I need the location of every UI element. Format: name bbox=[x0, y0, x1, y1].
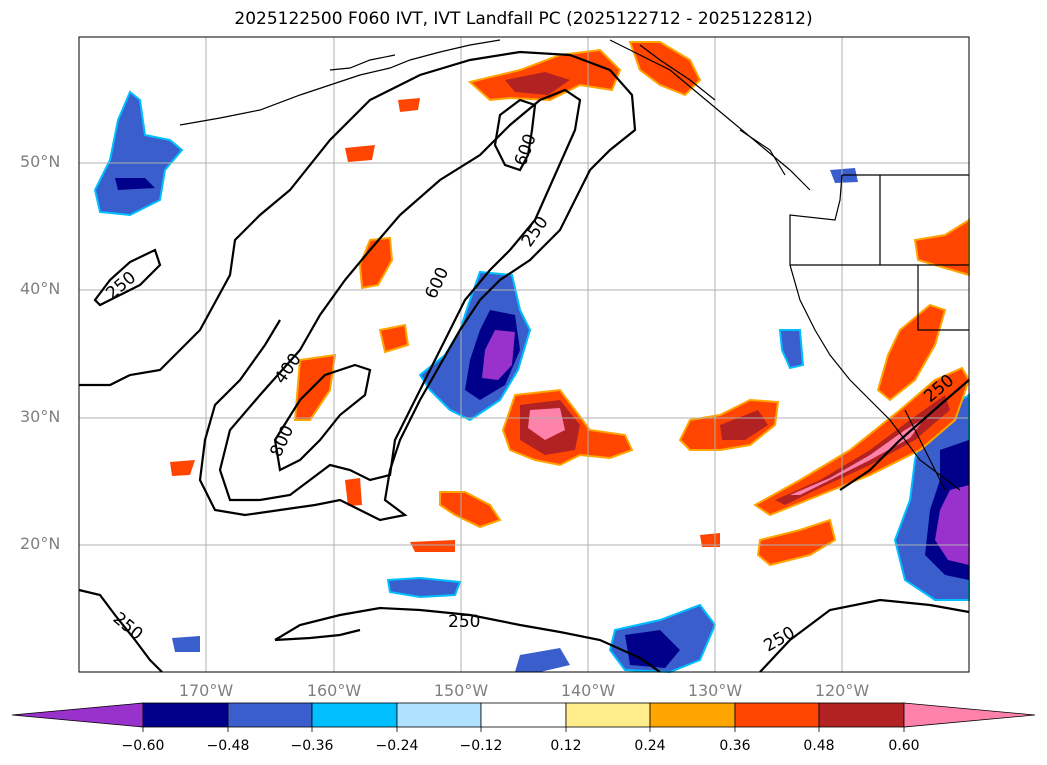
colorbar-bin bbox=[480, 702, 567, 728]
colorbar-tick-label: 0.24 bbox=[634, 738, 666, 754]
contour-600-south bbox=[273, 363, 372, 472]
contour-600-north bbox=[493, 98, 537, 172]
contour-250-se bbox=[759, 598, 970, 673]
contour-400 bbox=[218, 88, 582, 502]
colorbar-right-extend bbox=[903, 702, 1036, 728]
ivt-contours bbox=[78, 50, 970, 673]
colorbar-tick-label: 0.36 bbox=[719, 738, 751, 754]
colorbar-tick-label: −0.48 bbox=[206, 738, 250, 754]
colorbar-left-extend bbox=[11, 702, 144, 728]
contour-250-south bbox=[274, 606, 661, 673]
lon-label-140w: 140°W bbox=[560, 681, 616, 700]
lon-label-120w: 120°W bbox=[814, 681, 870, 700]
colorbar-tick-label: −0.60 bbox=[121, 738, 165, 754]
map-title: 2025122500 F060 IVT, IVT Landfall PC (20… bbox=[234, 9, 813, 29]
lat-label-40n: 40°N bbox=[20, 279, 61, 298]
lon-label-150w: 150°W bbox=[433, 681, 489, 700]
lon-label-130w: 130°W bbox=[687, 681, 743, 700]
colorbar-bin bbox=[565, 702, 651, 728]
colorbar-bin bbox=[649, 702, 736, 728]
shading-layer bbox=[93, 41, 971, 674]
colorbar-tick-label: −0.24 bbox=[375, 738, 419, 754]
colorbar-tick-label: 0.12 bbox=[550, 738, 582, 754]
contour-250-west bbox=[93, 248, 162, 307]
colorbar-bin bbox=[734, 702, 820, 728]
contour-250-sw bbox=[78, 588, 163, 673]
colorbar bbox=[11, 702, 1036, 732]
lat-label-20n: 20°N bbox=[20, 534, 61, 553]
lat-label-30n: 30°N bbox=[20, 407, 61, 426]
contour-250-main bbox=[79, 50, 637, 522]
contour-label: 250 bbox=[448, 612, 480, 632]
map-background bbox=[79, 37, 969, 672]
lon-label-170w: 170°W bbox=[178, 681, 234, 700]
colorbar-tick-label: −0.12 bbox=[459, 738, 503, 754]
coastlines bbox=[179, 39, 969, 491]
colorbar-bin bbox=[142, 702, 229, 728]
lat-label-50n: 50°N bbox=[20, 152, 61, 171]
colorbar-tick-label: 0.60 bbox=[888, 738, 920, 754]
colorbar-tick-label: 0.48 bbox=[803, 738, 835, 754]
lon-label-160w: 160°W bbox=[306, 681, 362, 700]
map-frame bbox=[78, 36, 970, 673]
colorbar-tick-label: −0.36 bbox=[290, 738, 334, 754]
colorbar-bin bbox=[396, 702, 482, 728]
colorbar-bin bbox=[818, 702, 905, 728]
colorbar-bin bbox=[311, 702, 398, 728]
colorbar-bin bbox=[227, 702, 313, 728]
